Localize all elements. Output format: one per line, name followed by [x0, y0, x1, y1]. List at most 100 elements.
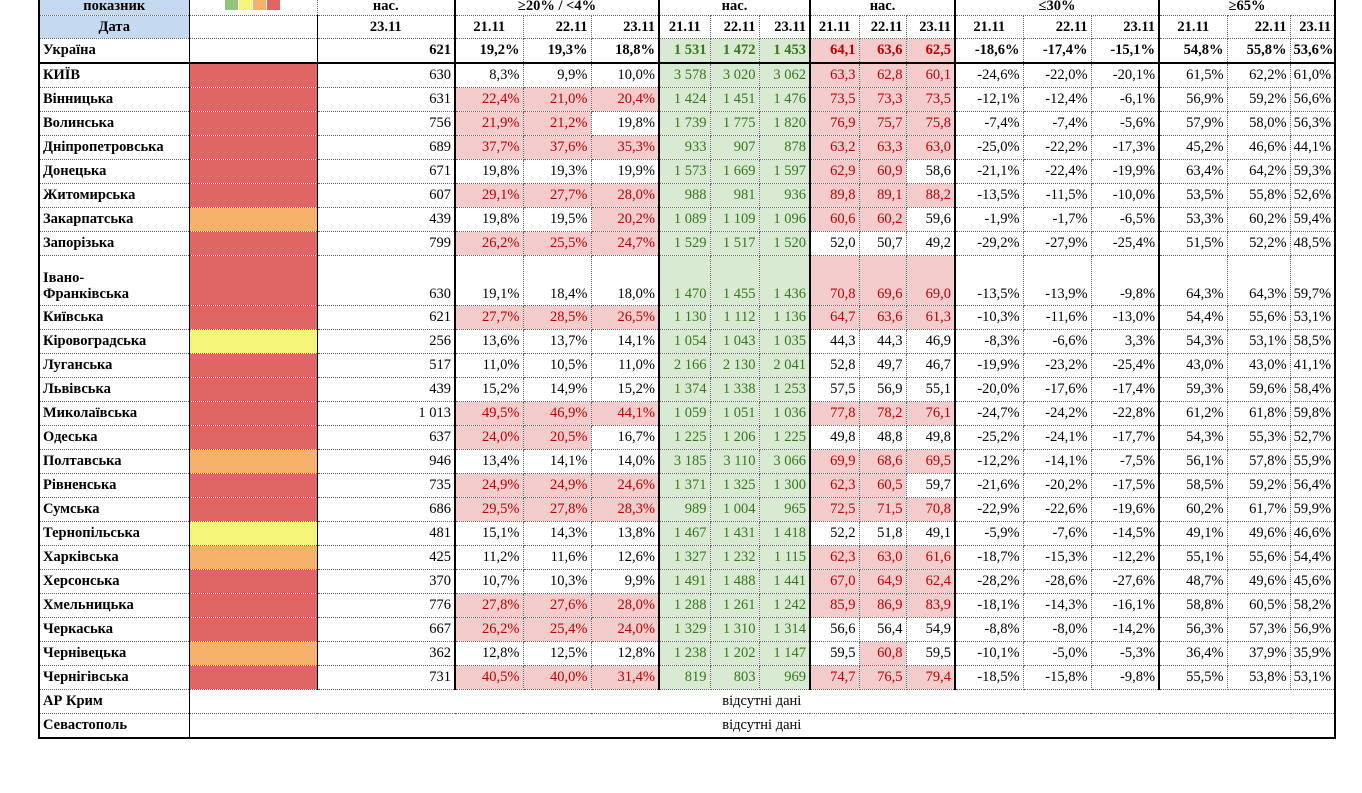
group1-value: 24,0% — [590, 617, 660, 642]
population-value: 735 — [316, 473, 456, 498]
group1-value: 19,5% — [522, 207, 592, 232]
region-name: Львівська — [38, 377, 190, 402]
group1-value: 24,7% — [590, 231, 660, 256]
group1-value: 8,3% — [454, 62, 524, 88]
risk-category-swatch — [188, 329, 318, 354]
group5-value: 59,2% — [1226, 473, 1291, 498]
region-name: Чернівецька — [38, 641, 190, 666]
group4-value: -14,1% — [1022, 449, 1092, 474]
group2-value: 3 578 — [658, 62, 711, 88]
group5-value: 59,3% — [1158, 377, 1228, 402]
group4-value: -5,9% — [954, 521, 1024, 546]
group1-value: 15,1% — [454, 521, 524, 546]
group2-value: 2 130 — [709, 353, 760, 378]
risk-category-swatch — [188, 473, 318, 498]
population-value: 607 — [316, 183, 456, 208]
group3-value: 60,2 — [858, 207, 907, 232]
group4-value: -27,6% — [1090, 569, 1160, 594]
group1-value: 19,1% — [454, 255, 524, 306]
group4-value: -9,8% — [1090, 665, 1160, 690]
region-row: Донецька 671 19,8% 19,3% 19,9% 1 573 1 669 1 59… — [38, 159, 1337, 184]
group1-value: 14,0% — [590, 449, 660, 474]
group3-value: 74,7 — [809, 665, 860, 690]
group1-value: 19,9% — [590, 159, 660, 184]
region-row: Полтавська 946 13,4% 14,1% 14,0% 3 185 3 110 3 … — [38, 449, 1337, 474]
group1-value: 31,4% — [590, 665, 660, 690]
group4-value: -25,0% — [954, 135, 1024, 160]
region-name: Миколаївська — [38, 401, 190, 426]
group3-value: 70,8 — [905, 497, 956, 522]
group4-value: -13,0% — [1090, 305, 1160, 330]
group4-value: -28,2% — [954, 569, 1024, 594]
region-row: Чернівецька 362 12,8% 12,5% 12,8% 1 238 1 202 1… — [38, 641, 1337, 666]
group4-value: -22,0% — [1022, 62, 1092, 88]
group3-value: 76,9 — [809, 111, 860, 136]
group3-value: 68,6 — [858, 449, 907, 474]
group1-value: 46,9% — [522, 401, 592, 426]
group3-value: 64,1 — [809, 38, 860, 64]
population-value: 689 — [316, 135, 456, 160]
group1-header: ≥20% / <4% — [454, 0, 660, 16]
group5-value: 59,8% — [1289, 401, 1337, 426]
legend-swatch-red — [267, 0, 280, 10]
region-name: Харківська — [38, 545, 190, 570]
group5-value: 53,8% — [1226, 665, 1291, 690]
group1-value: 24,9% — [522, 473, 592, 498]
group1-value: 25,5% — [522, 231, 592, 256]
group5-value: 53,1% — [1226, 329, 1291, 354]
group3-value: 60,5 — [858, 473, 907, 498]
group2-value: 1 225 — [758, 425, 811, 450]
group3-value: 70,8 — [809, 255, 860, 306]
group3-value: 55,1 — [905, 377, 956, 402]
group2-value: 1 820 — [758, 111, 811, 136]
group4-value: -12,4% — [1022, 87, 1092, 112]
group4-value: -7,4% — [954, 111, 1024, 136]
group5-value: 54,3% — [1158, 425, 1228, 450]
group4-value: -18,5% — [954, 665, 1024, 690]
group5-value: 43,0% — [1158, 353, 1228, 378]
group1-value: 14,3% — [522, 521, 592, 546]
group5-value: 53,6% — [1289, 38, 1337, 64]
group5-value: 57,3% — [1226, 617, 1291, 642]
population-value: 631 — [316, 87, 456, 112]
group2-value: 969 — [758, 665, 811, 690]
group3-value: 44,3 — [809, 329, 860, 354]
group1-value: 40,0% — [522, 665, 592, 690]
group3-value: 49,8 — [905, 425, 956, 450]
group3-value: 76,5 — [858, 665, 907, 690]
region-name: Закарпатська — [38, 207, 190, 232]
group3-value: 78,2 — [858, 401, 907, 426]
risk-category-swatch — [188, 255, 318, 306]
group1-value: 24,6% — [590, 473, 660, 498]
group5-value: 54,8% — [1158, 38, 1228, 64]
group1-value: 13,8% — [590, 521, 660, 546]
group3-value: 50,7 — [858, 231, 907, 256]
group1-value: 14,1% — [590, 329, 660, 354]
color-legend — [225, 0, 281, 15]
group3-value: 60,8 — [858, 641, 907, 666]
date-header: 21.11 — [809, 15, 860, 39]
region-name: Чернігівська — [38, 665, 190, 690]
population-value: 362 — [316, 641, 456, 666]
date-header: 21.11 — [954, 15, 1024, 39]
group3-value: 63,3 — [809, 62, 860, 88]
group2-value: 1 288 — [658, 593, 711, 618]
group5-value: 60,2% — [1226, 207, 1291, 232]
group1-value: 10,0% — [590, 62, 660, 88]
group3-value: 89,8 — [809, 183, 860, 208]
region-row: Закарпатська 439 19,8% 19,5% 20,2% 1 089 1 109… — [38, 207, 1337, 232]
group3-value: 52,8 — [809, 353, 860, 378]
group4-value: -23,2% — [1022, 353, 1092, 378]
group4-value: -18,6% — [954, 38, 1024, 64]
group1-value: 10,5% — [522, 353, 592, 378]
risk-category-swatch — [188, 593, 318, 618]
region-name: Донецька — [38, 159, 190, 184]
group5-value: 58,5% — [1289, 329, 1337, 354]
date-header: 22.11 — [1226, 15, 1291, 39]
group2-value: 1 300 — [758, 473, 811, 498]
group2-value: 1 418 — [758, 521, 811, 546]
group2-value: 1 451 — [709, 87, 760, 112]
group4-value: -11,5% — [1022, 183, 1092, 208]
group4-value: 3,3% — [1090, 329, 1160, 354]
group5-value: 57,9% — [1158, 111, 1228, 136]
